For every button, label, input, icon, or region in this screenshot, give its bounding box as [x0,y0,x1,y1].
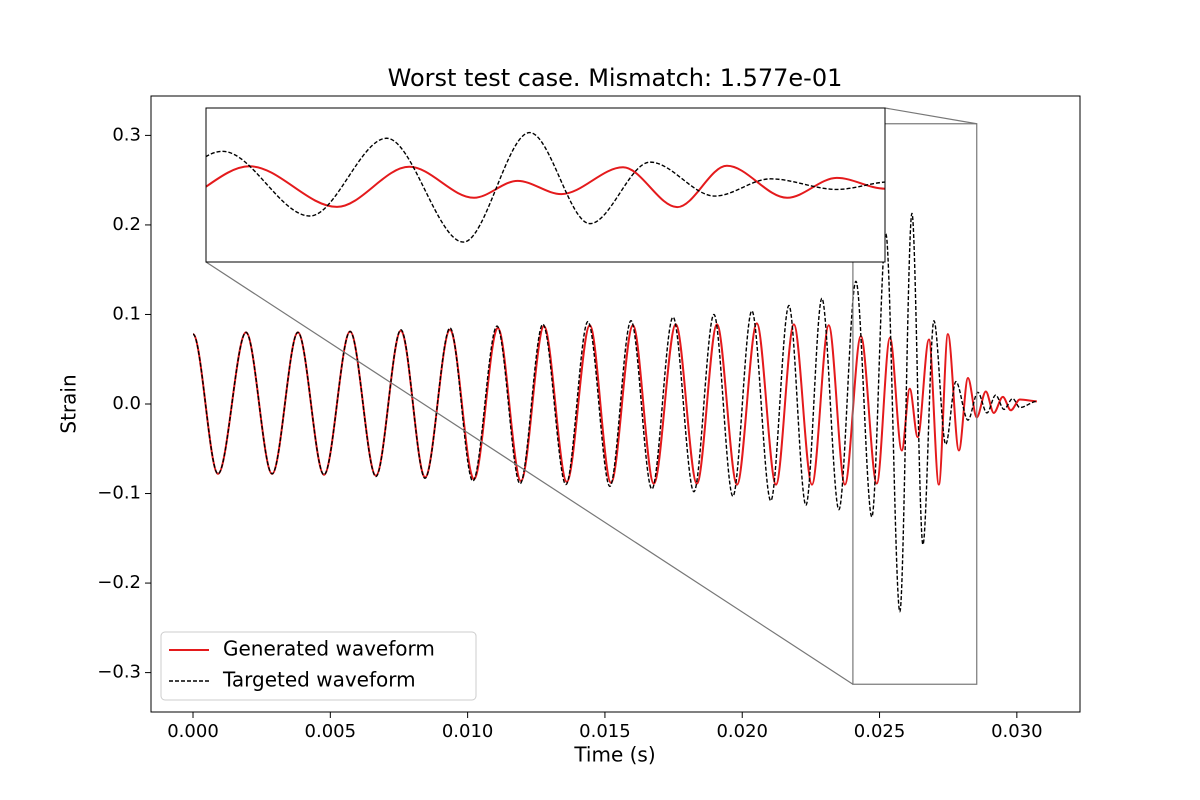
legend: Generated waveform Targeted waveform [160,631,477,701]
inset [205,107,886,263]
chart-title: Worst test case. Mismatch: 1.577e-01 [388,64,843,92]
line-series [192,212,1037,613]
zoom-connector [884,107,977,125]
x-tick-label: 0.010 [442,721,494,742]
y-axis-label: Strain [57,374,81,433]
inset-frame [205,107,886,263]
y-tick-label: −0.1 [97,483,141,504]
x-tick-label: 0.030 [991,721,1043,742]
y-tick-label: 0.1 [112,303,141,324]
y-tick-label: −0.3 [97,662,141,683]
x-tick-label: 0.015 [579,721,631,742]
legend-box [160,631,477,701]
x-tick-label: 0.005 [305,721,357,742]
x-tick-label: 0.000 [167,721,219,742]
y-tick-label: 0.3 [112,124,141,145]
y-tick-label: 0.2 [112,214,141,235]
line-series [206,131,885,243]
zoom-region [852,123,978,685]
x-axis-label: Time (s) [573,743,655,767]
plot-frame [150,95,1081,713]
y-tick-label: 0.0 [112,393,141,414]
x-tick-label: 0.025 [854,721,906,742]
plot-area: 0.000 0.005 0.010 0.015 0.020 0.025 0.030 −0.3 −… [97,95,1081,742]
legend-label: Targeted waveform [222,668,416,692]
inset-background [206,108,885,262]
line-series [206,164,885,209]
zoom-connector [205,261,854,685]
legend-label: Generated waveform [223,637,435,661]
y-tick-label: −0.2 [97,572,141,593]
x-tick-label: 0.020 [716,721,768,742]
